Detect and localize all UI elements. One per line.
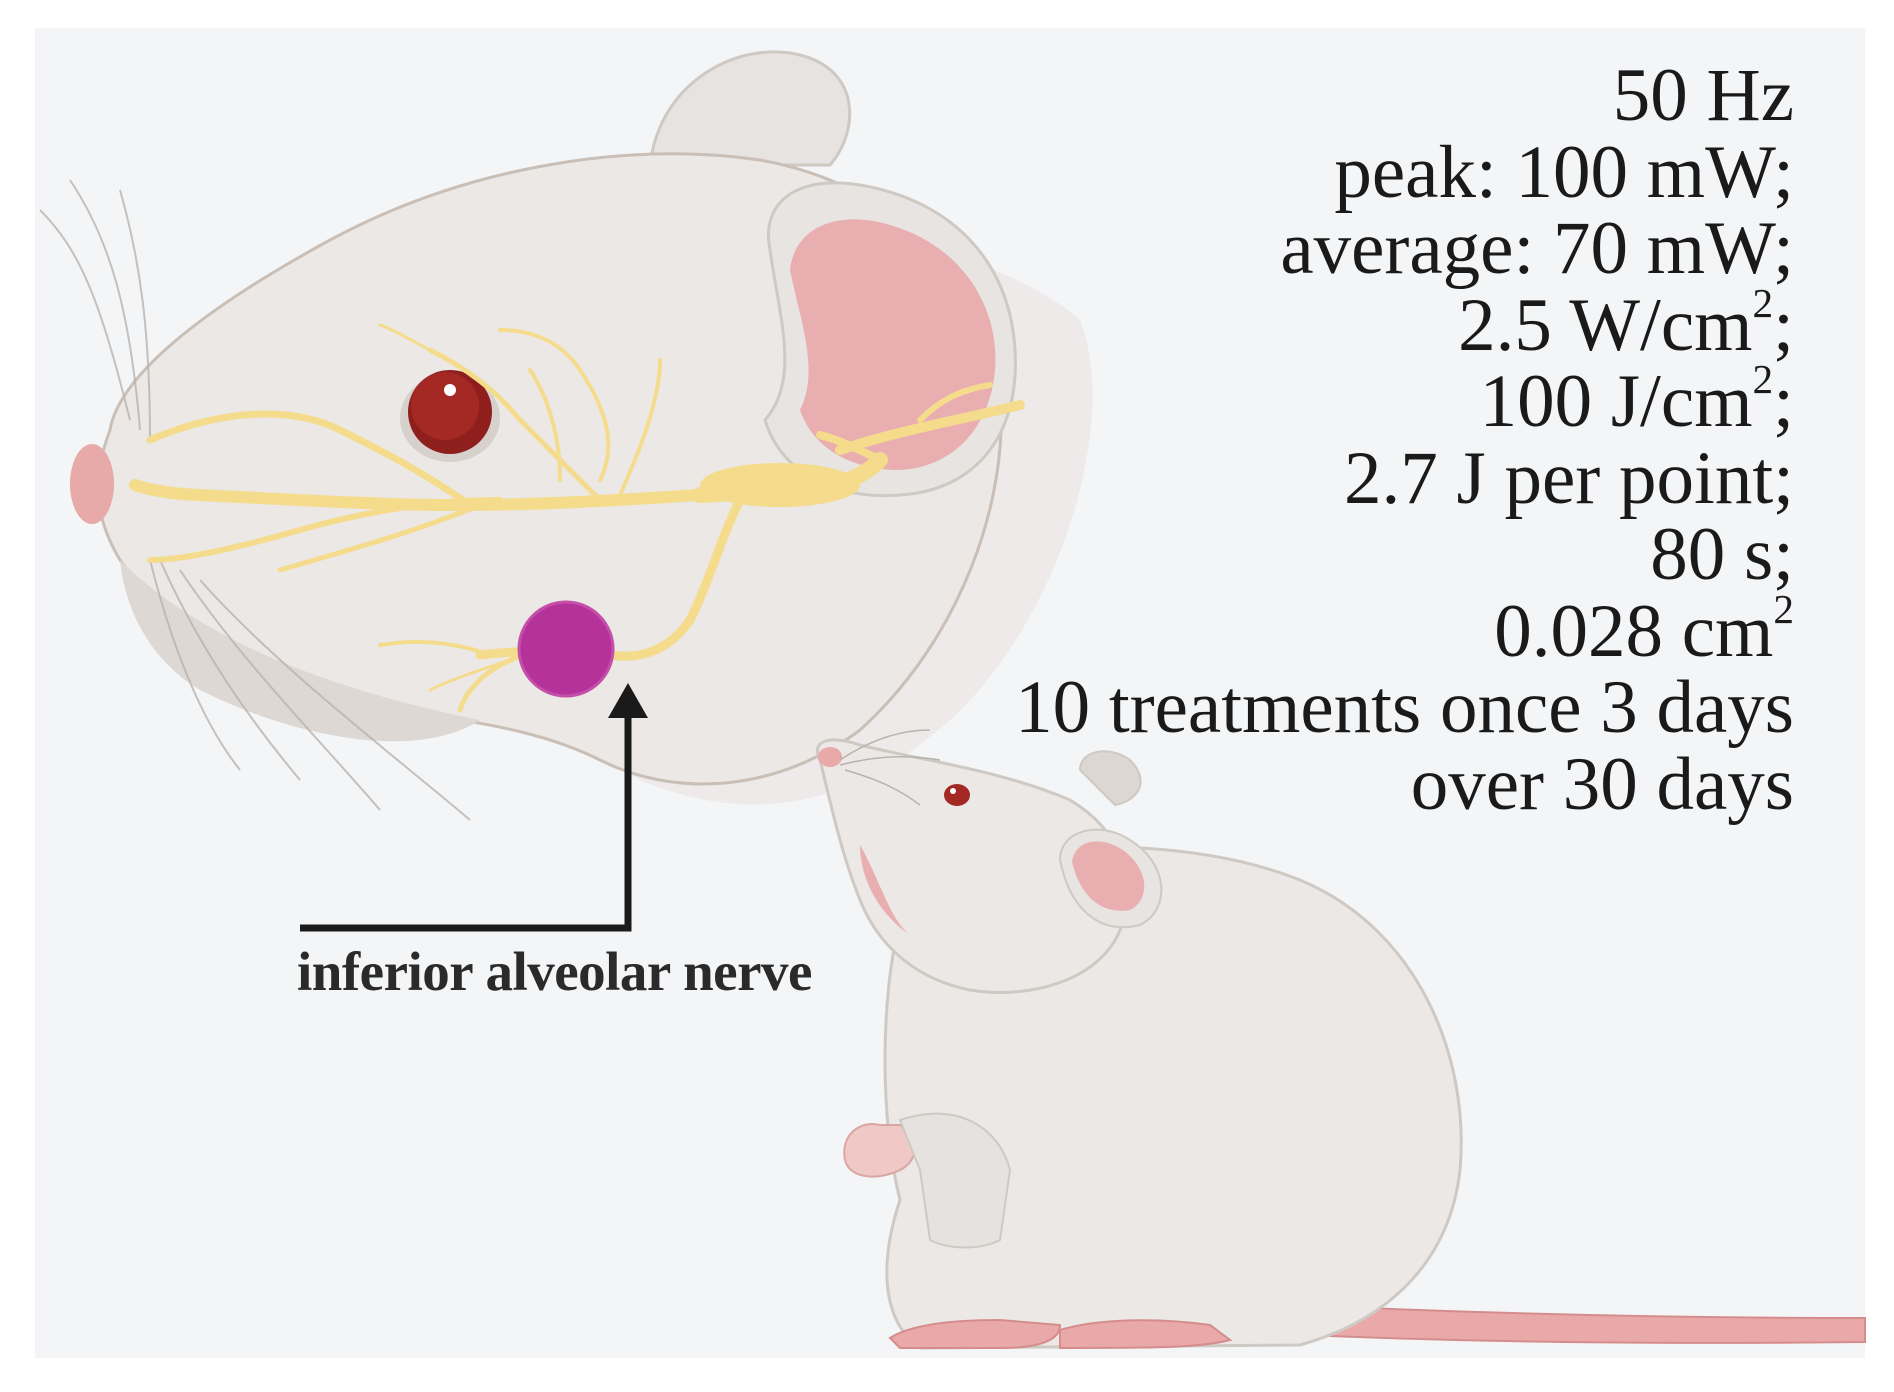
ear-inner (790, 219, 996, 470)
nose (70, 444, 114, 524)
parameter-line: 2.7 J per point; (1015, 440, 1794, 518)
parameter-line: peak: 100 mW; (1015, 134, 1794, 212)
parameter-tail: ; (1773, 360, 1794, 443)
parameter-tail: ; (1773, 283, 1794, 367)
parameter-text: 100 J/cm (1479, 360, 1753, 443)
parameter-line: 100 J/cm2; (1015, 358, 1794, 441)
parameter-line: over 30 days (1015, 746, 1794, 824)
nerve-illustration (129, 323, 1025, 713)
parameter-superscript: 2 (1773, 585, 1794, 632)
parameter-line: 10 treatments once 3 days (1015, 669, 1794, 747)
parameter-line: 50 Hz (1015, 57, 1794, 135)
parameter-text: average: 70 mW; (1280, 207, 1794, 290)
parameter-text: peak: 100 mW; (1334, 130, 1794, 214)
parameter-superscript: 2 (1752, 356, 1774, 402)
parameter-line: 0.028 cm2 (1015, 588, 1794, 671)
parameter-superscript: 2 (1752, 279, 1774, 326)
parameter-line: average: 70 mW; (1015, 210, 1794, 288)
inferior-alveolar-nerve-label: inferior alveolar nerve (297, 941, 812, 1002)
parameter-line: 2.5 W/cm2; (1015, 282, 1794, 365)
small-rat-illustration (816, 729, 1866, 1350)
arrow-icon (300, 683, 648, 932)
parameter-text: 50 Hz (1612, 54, 1794, 137)
parameter-text: 0.028 cm (1494, 589, 1774, 673)
parameter-text: over 30 days (1410, 742, 1794, 826)
parameter-text: 2.5 W/cm (1458, 283, 1753, 367)
parameter-text: 2.7 J per point; (1344, 436, 1794, 520)
parameter-text: 10 treatments once 3 days (1015, 666, 1794, 749)
treatment-parameters: 50 Hz peak: 100 mW; average: 70 mW; 2.5 W/c… (1015, 57, 1794, 824)
target-point-icon (517, 600, 615, 698)
parameter-line: 80 s; (1015, 516, 1794, 594)
parameter-text: 80 s; (1650, 513, 1794, 596)
